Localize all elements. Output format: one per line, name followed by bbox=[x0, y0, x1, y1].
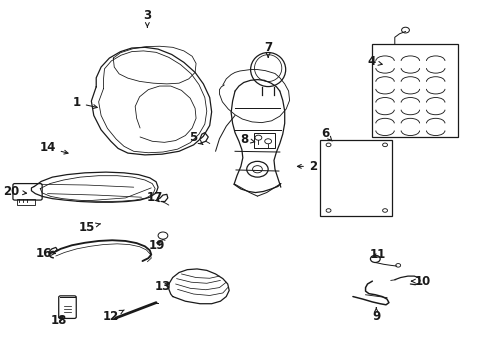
Text: 8: 8 bbox=[240, 133, 254, 146]
Text: 4: 4 bbox=[366, 55, 382, 68]
Text: 2: 2 bbox=[297, 160, 316, 173]
Text: 3: 3 bbox=[143, 9, 151, 27]
Text: 20: 20 bbox=[3, 185, 26, 198]
Text: 15: 15 bbox=[78, 221, 100, 234]
Text: 17: 17 bbox=[146, 191, 163, 204]
Text: 10: 10 bbox=[410, 275, 430, 288]
Text: 6: 6 bbox=[320, 127, 331, 141]
Text: 13: 13 bbox=[155, 280, 171, 293]
Text: 9: 9 bbox=[371, 308, 380, 324]
Bar bbox=[372, 44, 457, 137]
Text: 5: 5 bbox=[189, 131, 203, 144]
Bar bbox=[253, 134, 275, 148]
Text: 16: 16 bbox=[36, 247, 55, 260]
Text: 7: 7 bbox=[264, 41, 272, 57]
Text: 14: 14 bbox=[39, 141, 68, 154]
Bar bbox=[320, 140, 391, 216]
Text: 12: 12 bbox=[102, 310, 124, 324]
Text: 18: 18 bbox=[50, 314, 67, 327]
Text: 1: 1 bbox=[73, 96, 97, 109]
Text: 19: 19 bbox=[149, 239, 165, 252]
Text: 11: 11 bbox=[369, 248, 386, 261]
